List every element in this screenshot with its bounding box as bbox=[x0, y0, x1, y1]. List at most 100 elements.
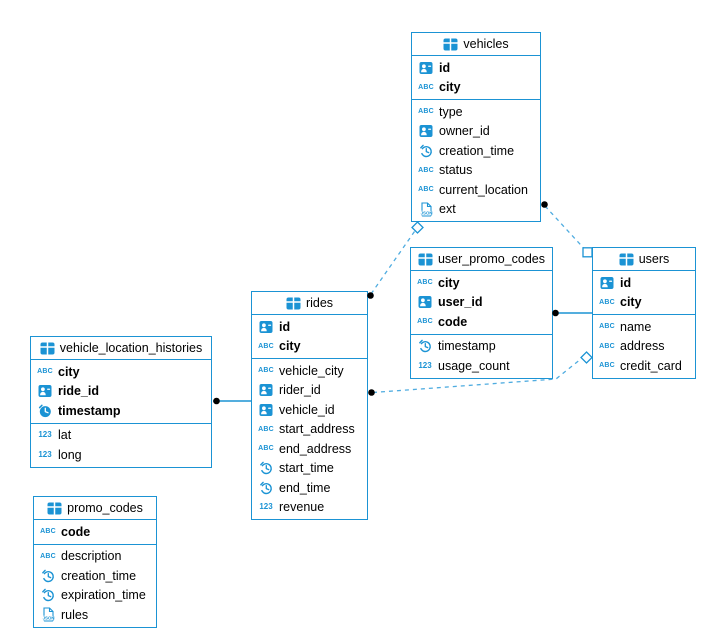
table-users[interactable]: users id ABC city ABC name ABC address ABC credit… bbox=[592, 247, 696, 379]
primary-key-section: id ABC city bbox=[593, 271, 695, 315]
field-row[interactable]: id bbox=[252, 317, 367, 337]
abc-text-icon: ABC bbox=[418, 108, 434, 116]
field-row[interactable]: JSON rules bbox=[34, 605, 156, 625]
field-row[interactable]: ABC end_address bbox=[252, 439, 367, 459]
abc-text-icon: ABC bbox=[40, 528, 56, 536]
optional-diamond-marker bbox=[411, 221, 424, 234]
field-name: city bbox=[279, 339, 301, 354]
field-name: vehicle_city bbox=[279, 363, 344, 378]
field-row[interactable]: ABC city bbox=[411, 273, 552, 293]
field-name: end_time bbox=[279, 480, 331, 495]
field-name: status bbox=[439, 163, 473, 178]
relation-dot bbox=[552, 309, 559, 317]
svg-text:JSON: JSON bbox=[43, 616, 55, 621]
field-row[interactable]: ABC code bbox=[34, 522, 156, 542]
table-name: user_promo_codes bbox=[437, 252, 545, 266]
primary-key-section: id ABC city bbox=[252, 315, 367, 359]
table-grid-icon bbox=[418, 253, 433, 265]
field-name: id bbox=[439, 60, 451, 75]
field-row[interactable]: ABC city bbox=[252, 337, 367, 357]
table-name: vehicles bbox=[463, 37, 509, 51]
field-name: code bbox=[438, 314, 468, 329]
field-row[interactable]: rider_id bbox=[252, 381, 367, 401]
clock-icon bbox=[260, 481, 272, 494]
field-name: end_address bbox=[279, 441, 352, 456]
field-row[interactable]: ABC name bbox=[593, 317, 695, 337]
field-name: ride_id bbox=[58, 384, 99, 399]
field-row[interactable]: 123 revenue bbox=[252, 498, 367, 518]
field-row[interactable]: ABC type bbox=[412, 102, 540, 122]
table-grid-icon bbox=[619, 253, 634, 265]
field-row[interactable]: ABC current_location bbox=[412, 180, 540, 200]
id-badge-icon bbox=[418, 296, 432, 309]
table-rides[interactable]: rides id ABC city ABC vehicle_city rider_id veh… bbox=[251, 291, 368, 520]
abc-text-icon: ABC bbox=[258, 445, 274, 453]
clock-icon bbox=[42, 588, 54, 602]
field-name: rider_id bbox=[279, 383, 321, 398]
field-name: city bbox=[620, 295, 642, 310]
field-name: creation_time bbox=[61, 568, 137, 583]
table-header[interactable]: users bbox=[593, 248, 695, 271]
id-badge-icon bbox=[419, 125, 433, 138]
field-name: current_location bbox=[439, 182, 528, 197]
field-row[interactable]: creation_time bbox=[412, 141, 540, 161]
table-name: users bbox=[638, 252, 670, 266]
field-row[interactable]: start_time bbox=[252, 459, 367, 479]
field-row[interactable]: timestamp bbox=[31, 401, 211, 421]
svg-text:JSON: JSON bbox=[421, 210, 433, 215]
primary-key-section: id ABC city bbox=[412, 56, 540, 100]
abc-text-icon: ABC bbox=[417, 318, 433, 326]
field-row[interactable]: ABC city bbox=[593, 293, 695, 313]
field-row[interactable]: ABC vehicle_city bbox=[252, 361, 367, 381]
field-row[interactable]: ABC credit_card bbox=[593, 356, 695, 376]
table-vehicles[interactable]: vehicles id ABC city ABC type owner_id creation… bbox=[411, 32, 541, 222]
abc-text-icon: ABC bbox=[599, 323, 615, 331]
field-row[interactable]: expiration_time bbox=[34, 586, 156, 606]
table-header[interactable]: rides bbox=[252, 292, 367, 315]
field-name: long bbox=[58, 447, 82, 462]
field-row[interactable]: ABC address bbox=[593, 337, 695, 357]
field-row[interactable]: owner_id bbox=[412, 122, 540, 142]
field-row[interactable]: creation_time bbox=[34, 566, 156, 586]
id-badge-icon bbox=[259, 320, 273, 333]
table-grid-icon bbox=[40, 342, 55, 354]
id-badge-icon bbox=[38, 385, 52, 398]
field-row[interactable]: ABC start_address bbox=[252, 420, 367, 440]
field-row[interactable]: vehicle_id bbox=[252, 400, 367, 420]
table-header[interactable]: vehicle_location_histories bbox=[31, 337, 211, 360]
field-row[interactable]: ABC status bbox=[412, 161, 540, 181]
table-user_promo_codes[interactable]: user_promo_codes ABC city user_id ABC code tim… bbox=[410, 247, 553, 379]
table-promo_codes[interactable]: promo_codes ABC code ABC description creation… bbox=[33, 496, 157, 628]
field-row[interactable]: end_time bbox=[252, 478, 367, 498]
table-vehicle_location_histories[interactable]: vehicle_location_histories ABC city ride_id… bbox=[30, 336, 212, 468]
relation-dot bbox=[368, 389, 375, 396]
relation-user_promo_codes-users[interactable] bbox=[552, 309, 592, 317]
field-row[interactable]: ride_id bbox=[31, 382, 211, 402]
table-header[interactable]: promo_codes bbox=[34, 497, 156, 520]
field-name: id bbox=[620, 275, 632, 290]
table-name: rides bbox=[305, 296, 334, 310]
abc-text-icon: ABC bbox=[599, 362, 615, 370]
field-row[interactable]: 123 usage_count bbox=[411, 356, 552, 376]
field-row[interactable]: 123 long bbox=[31, 445, 211, 465]
field-name: expiration_time bbox=[61, 588, 146, 603]
field-name: description bbox=[61, 549, 122, 564]
numeric-123-icon: 123 bbox=[259, 502, 273, 512]
relation-vehicle_location_histories-rides[interactable] bbox=[213, 397, 251, 405]
field-row[interactable]: user_id bbox=[411, 293, 552, 313]
field-row[interactable]: timestamp bbox=[411, 337, 552, 357]
field-row[interactable]: ABC city bbox=[31, 362, 211, 382]
field-row[interactable]: ABC city bbox=[412, 78, 540, 98]
table-header[interactable]: vehicles bbox=[412, 33, 540, 56]
id-badge-icon bbox=[259, 403, 273, 416]
field-row[interactable]: id bbox=[593, 273, 695, 293]
field-row[interactable]: 123 lat bbox=[31, 426, 211, 446]
table-grid-icon bbox=[47, 502, 62, 514]
field-row[interactable]: JSON ext bbox=[412, 200, 540, 220]
clock-icon bbox=[38, 404, 51, 417]
field-row[interactable]: id bbox=[412, 58, 540, 78]
table-header[interactable]: user_promo_codes bbox=[411, 248, 552, 271]
field-row[interactable]: ABC code bbox=[411, 312, 552, 332]
field-row[interactable]: ABC description bbox=[34, 547, 156, 567]
